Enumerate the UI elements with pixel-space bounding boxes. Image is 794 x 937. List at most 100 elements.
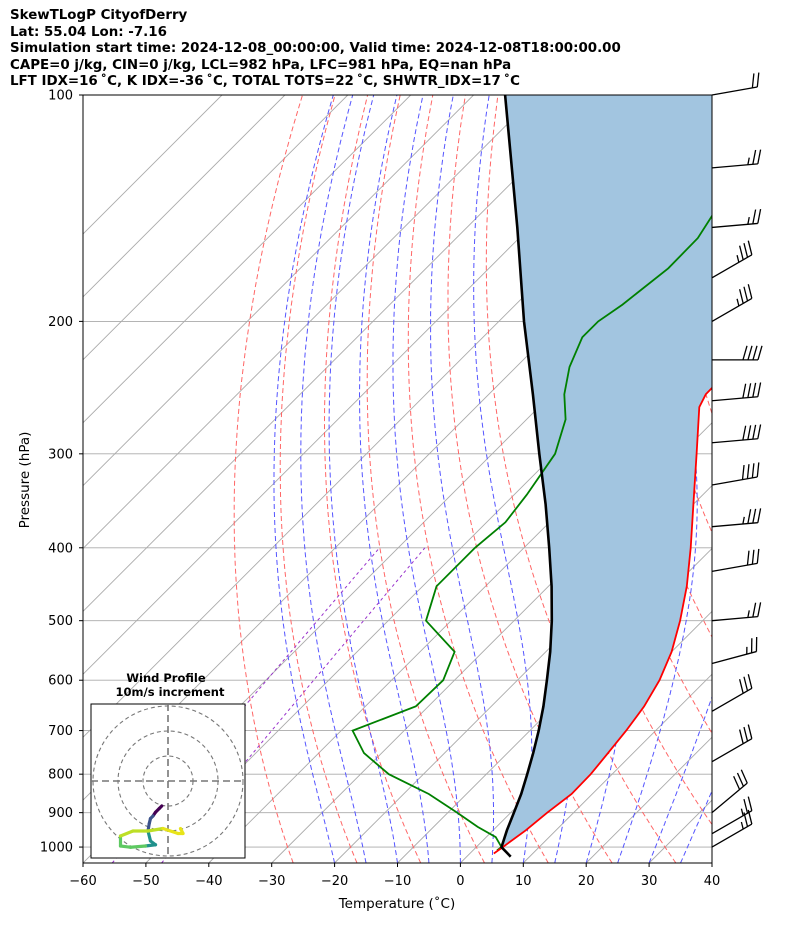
moist-adiabat-line	[358, 95, 430, 863]
chart-title: SkewTLogP CityofDerry	[10, 8, 188, 23]
barb-full-flag	[747, 509, 752, 524]
hodograph-segment	[146, 829, 153, 843]
y-tick-label: 100	[48, 89, 73, 104]
barb-full-flag	[751, 463, 755, 478]
barb-full-flag	[743, 726, 749, 742]
isotherm-line	[83, 95, 349, 361]
barb-full-flag	[747, 240, 753, 255]
wind-barb	[711, 284, 753, 322]
hodograph-segment	[178, 826, 185, 836]
dry-adiabat-line	[660, 95, 712, 415]
barb-full-flag	[747, 674, 753, 689]
wind-barb	[711, 240, 753, 279]
barb-full-flag	[747, 724, 753, 739]
wind-barb	[711, 424, 762, 444]
isotherm-line	[334, 484, 712, 863]
barb-full-flag	[757, 209, 762, 224]
barb-full-flag	[757, 149, 762, 164]
barb-shaft	[711, 438, 758, 444]
barb-full-flag	[743, 242, 749, 258]
hodograph-segment	[128, 844, 148, 849]
x-tick-label: 10	[515, 874, 532, 889]
barb-full-flag	[752, 602, 757, 618]
dewpoint-line	[351, 214, 712, 852]
hodograph-segment	[161, 826, 180, 836]
isotherm-line	[522, 673, 712, 863]
y-tick-label: 200	[48, 315, 73, 330]
isotherm-line	[83, 95, 474, 487]
hodograph-segment	[146, 826, 165, 833]
barb-shaft	[711, 650, 757, 665]
barb-half-flag	[736, 255, 740, 263]
barb-shaft	[711, 476, 758, 486]
barb-full-flag	[752, 345, 758, 361]
dry-adiabat-line	[279, 95, 358, 863]
isotherm-line	[83, 95, 223, 235]
barb-shaft	[711, 522, 758, 528]
y-tick-label: 500	[48, 614, 73, 629]
barb-full-flag	[746, 550, 750, 566]
profile-lines	[351, 95, 712, 858]
y-tick-label: 800	[48, 768, 73, 783]
wind-barb	[711, 674, 753, 712]
hodograph-plot	[91, 704, 245, 858]
y-axis-label: Pressure (hPa)	[17, 432, 33, 529]
chart-header: SkewTLogP CityofDerry Lat: 55.04 Lon: -7…	[10, 8, 621, 91]
barb-shaft	[711, 823, 753, 848]
hodograph: Wind Profile 10m/s increment	[90, 671, 246, 859]
barb-full-flag	[747, 796, 753, 811]
wind-barb	[711, 636, 758, 665]
barb-full-flag	[743, 798, 749, 814]
cape-fill-layer	[493, 95, 712, 854]
location-line: Lat: 55.04 Lon: -7.16	[10, 24, 167, 40]
isotherm-line	[397, 547, 712, 863]
barb-full-flag	[743, 676, 749, 692]
x-tick-label: 40	[704, 874, 721, 889]
wind-barbs	[711, 72, 763, 848]
barb-full-flag	[739, 289, 744, 304]
hodograph-title: Wind Profile	[126, 671, 206, 685]
x-tick-label: −20	[321, 874, 348, 889]
y-tick-label: 600	[48, 674, 73, 689]
isotherm-line	[83, 95, 412, 424]
barb-full-flag	[757, 382, 762, 397]
barb-full-flag	[742, 425, 747, 441]
hodograph-segment	[118, 829, 135, 838]
moist-adiabat-line	[648, 695, 712, 863]
x-tick-label: −50	[132, 874, 159, 889]
barb-full-flag	[747, 809, 753, 825]
isotherm-line	[145, 296, 712, 863]
barb-full-flag	[752, 382, 757, 398]
barb-shaft	[711, 86, 758, 96]
x-tick-label: 20	[578, 874, 595, 889]
barb-shaft	[711, 297, 753, 322]
y-tick-label: 700	[48, 724, 73, 739]
isotherm-line	[83, 95, 286, 298]
barb-full-flag	[752, 149, 757, 165]
barb-full-flag	[747, 284, 753, 299]
x-tick-label: −30	[258, 874, 285, 889]
cape-shading	[493, 95, 712, 854]
wind-barb	[711, 462, 760, 486]
barb-full-flag	[756, 548, 760, 564]
wind-barb	[711, 809, 753, 848]
barb-full-flag	[742, 345, 748, 361]
dry-adiabat-line	[324, 95, 422, 863]
moist-adiabat-line	[680, 789, 712, 863]
barb-shaft	[711, 738, 753, 763]
barb-full-flag	[752, 424, 757, 440]
barb-half-flag	[740, 808, 744, 816]
barb-full-flag	[733, 775, 741, 790]
barb-full-flag	[736, 772, 745, 787]
barb-half-flag	[736, 298, 740, 307]
y-tick-label: 900	[48, 806, 73, 821]
time-line: Simulation start time: 2024-12-08_00:00:…	[10, 41, 621, 56]
wind-barb	[711, 724, 753, 763]
barb-shaft	[711, 810, 753, 835]
barb-full-flag	[757, 602, 762, 617]
barb-half-flag	[747, 610, 750, 618]
barb-full-flag	[756, 72, 760, 88]
wind-barb	[711, 382, 762, 402]
barb-shaft	[711, 254, 753, 279]
